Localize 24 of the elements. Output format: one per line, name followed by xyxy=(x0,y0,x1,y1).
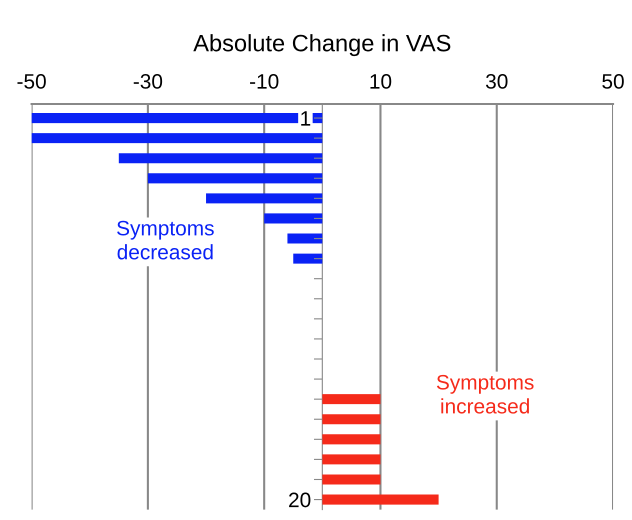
bar xyxy=(322,494,439,505)
annotation: Symptoms decreased xyxy=(117,220,214,260)
bar xyxy=(322,414,380,424)
x-tick-label: 30 xyxy=(486,74,508,89)
bar xyxy=(206,193,322,204)
bar xyxy=(264,213,322,224)
bar xyxy=(118,153,322,164)
bar xyxy=(293,254,322,264)
bar xyxy=(322,394,380,404)
bar xyxy=(322,454,380,464)
bar xyxy=(322,434,380,444)
x-tick-label: -10 xyxy=(250,74,278,89)
bar xyxy=(322,474,380,484)
chart-title: Absolute Change in VAS xyxy=(193,34,450,56)
bar xyxy=(287,234,322,244)
x-tick-label: -30 xyxy=(134,74,162,89)
bar xyxy=(32,133,322,144)
x-tick-label: -50 xyxy=(17,74,46,89)
y-tick-label: 20 xyxy=(289,492,310,508)
bar xyxy=(148,173,322,184)
y-tick-label: 1 xyxy=(301,111,310,126)
x-tick-label: 50 xyxy=(602,74,624,89)
annotation: Symptoms increased xyxy=(436,374,534,414)
x-tick-label: 10 xyxy=(370,74,392,89)
